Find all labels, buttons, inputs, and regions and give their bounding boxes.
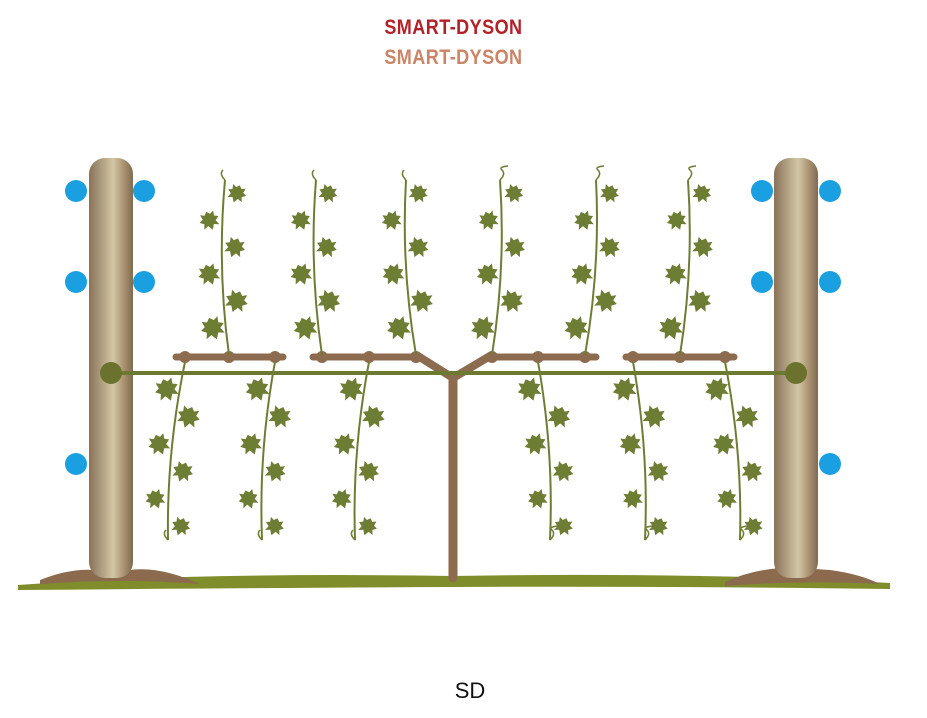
grape-leaf-icon [689, 182, 714, 206]
grape-leaf-icon [264, 403, 295, 432]
grape-leaf-icon [313, 234, 340, 261]
grape-leaf-icon [404, 234, 432, 261]
vine-shoot [467, 165, 528, 356]
grape-leaf-icon [173, 403, 203, 432]
grape-leaf-icon [261, 459, 289, 485]
vine-shoot [195, 169, 251, 356]
diagram-subtitle: SMART-DYSON [384, 46, 523, 69]
vine-shoot [514, 361, 577, 541]
grape-leaf-icon [664, 208, 690, 234]
grape-leaf-icon [639, 403, 669, 432]
grape-leaf-icon [714, 487, 740, 512]
vine-shoot [379, 169, 437, 356]
grape-leaf-icon [501, 182, 526, 206]
grape-leaf-icon [525, 487, 551, 512]
vine-shoot [701, 361, 766, 541]
catch-wire-icon [133, 180, 155, 202]
grape-leaf-icon [314, 287, 344, 316]
wire-anchor-left [100, 362, 122, 384]
grape-leaf-icon [355, 459, 382, 485]
grape-leaf-icon [501, 234, 528, 261]
grape-leaf-icon [262, 515, 287, 539]
grape-leaf-icon [571, 208, 597, 234]
catch-wire-icon [133, 271, 155, 293]
grape-leaf-icon [169, 459, 196, 485]
vine-shoot [235, 361, 295, 541]
grape-leaf-icon [684, 287, 715, 316]
grape-leaf-icon [661, 261, 690, 289]
catch-wire-icon [751, 271, 773, 293]
grape-leaf-icon [237, 431, 266, 459]
vine-shoot [329, 361, 388, 541]
grape-leaf-icon [616, 431, 645, 459]
grape-leaf-icon [476, 208, 502, 234]
grape-leaf-icon [195, 261, 224, 289]
vine-shoot [655, 165, 716, 356]
grape-leaf-icon [145, 431, 174, 459]
grape-leaf-icon [620, 487, 646, 512]
grape-leaf-icon [644, 459, 672, 485]
spur-knobs [179, 351, 731, 363]
grape-leaf-icon [197, 313, 229, 344]
grape-leaf-icon [496, 287, 527, 316]
vine-shoot [561, 165, 623, 356]
grape-leaf-icon [549, 459, 577, 485]
vine-shoot [142, 361, 203, 541]
vine-shoot [287, 169, 344, 356]
grape-leaf-icon [568, 261, 597, 289]
diagram-title: SMART-DYSON [384, 16, 523, 39]
catch-wire-icon [65, 271, 87, 293]
grape-leaf-icon [732, 403, 762, 432]
catch-wire-icon [65, 453, 87, 475]
grape-leaf-icon [330, 431, 359, 459]
wire-anchor-right [785, 362, 807, 384]
catch-wire-icon [751, 180, 773, 202]
grape-leaf-icon [406, 287, 437, 316]
grape-leaf-icon [689, 234, 716, 261]
catch-wire-icon [819, 180, 841, 202]
upward-shoots [195, 165, 716, 356]
vine-shoot [609, 361, 672, 541]
grape-leaf-icon [235, 487, 262, 512]
grape-leaf-icon [590, 287, 620, 316]
grape-leaf-icon [290, 313, 321, 344]
grape-leaf-icon [379, 261, 408, 289]
grape-leaf-icon [597, 182, 622, 206]
grape-leaf-icon [473, 261, 502, 289]
grape-leaf-icon [221, 234, 248, 261]
grape-leaf-icon [358, 403, 388, 432]
grape-leaf-icon [521, 431, 550, 459]
grape-leaf-icon [196, 208, 223, 234]
grape-leaf-icon [315, 182, 340, 206]
grape-leaf-icon [168, 515, 193, 539]
grape-leaf-icon [221, 287, 251, 316]
catch-wire-icon [819, 271, 841, 293]
downward-shoots [142, 361, 766, 541]
grape-leaf-icon [738, 459, 766, 485]
vine-trunk [414, 352, 494, 583]
grape-leaf-icon [544, 403, 574, 432]
grape-leaf-icon [596, 234, 623, 261]
catch-wire-icon [65, 180, 87, 202]
grape-leaf-icon [287, 261, 316, 289]
grape-leaf-icon [710, 431, 738, 459]
catch-wires [65, 180, 841, 475]
grape-leaf-icon [224, 182, 249, 206]
grape-leaf-icon [379, 208, 405, 234]
grape-leaf-icon [406, 182, 431, 206]
grape-leaf-icon [142, 487, 169, 512]
grape-leaf-icon [355, 515, 380, 539]
system-abbreviation: SD [454, 678, 486, 703]
catch-wire-icon [819, 453, 841, 475]
grape-leaf-icon [288, 208, 314, 234]
grape-leaf-icon [329, 487, 355, 512]
